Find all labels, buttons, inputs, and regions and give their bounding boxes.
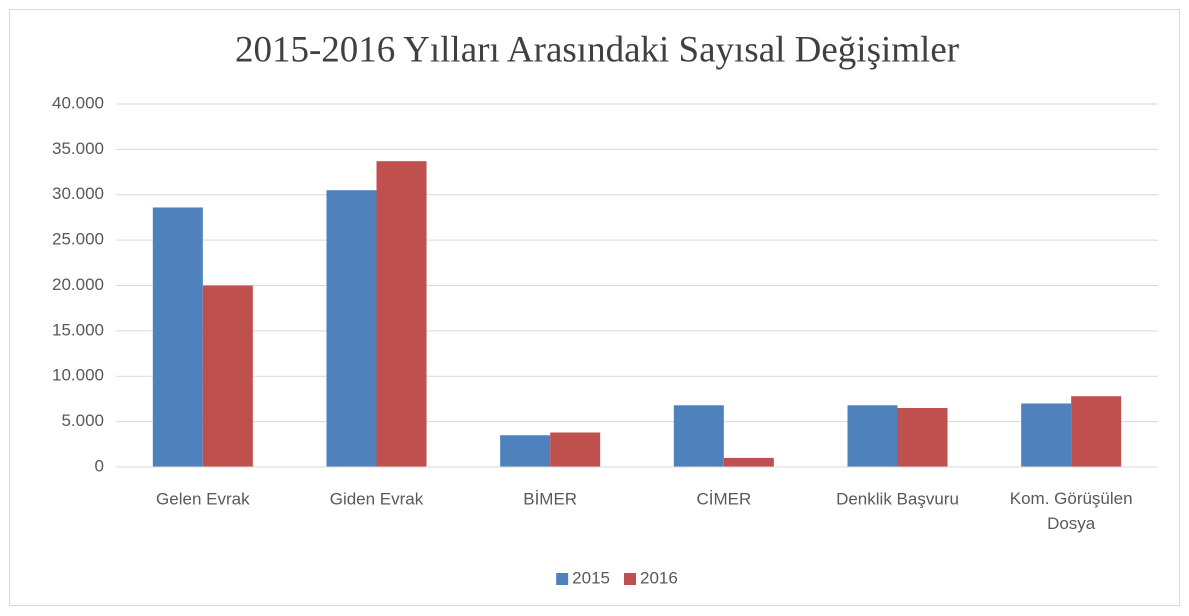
chart-title: 2015-2016 Yılları Arasındaki Sayısal Değ… [235, 29, 959, 70]
x-tick-label: Kom. Görüşülen Dosya [1010, 489, 1133, 533]
x-tick-label: Giden Evrak [330, 489, 424, 508]
y-tick-label: 35.000 [52, 139, 104, 158]
y-tick-label: 20.000 [52, 275, 104, 294]
legend-swatch [556, 573, 569, 585]
y-tick-label: 5.000 [61, 411, 104, 430]
bar [723, 457, 774, 467]
y-tick-label: 40.000 [52, 93, 104, 112]
x-tick-label: BİMER [523, 489, 577, 508]
bar [500, 435, 551, 467]
legend-label: 2015 [572, 568, 610, 587]
bar [326, 190, 377, 467]
bar [847, 405, 898, 467]
bar [1071, 396, 1122, 467]
x-tick-label: Denklik Başvuru [836, 489, 959, 508]
y-tick-label: 10.000 [52, 366, 104, 385]
bar [1021, 403, 1072, 467]
y-tick-label: 15.000 [52, 320, 104, 339]
x-tick-label: Gelen Evrak [156, 489, 250, 508]
x-tick-label-line: Dosya [1047, 514, 1096, 533]
y-tick-label: 0 [95, 456, 104, 475]
bar [897, 408, 948, 467]
legend-swatch [624, 573, 636, 585]
bar [376, 161, 427, 468]
bar [152, 207, 203, 467]
y-tick-label: 25.000 [52, 230, 104, 249]
bar [550, 432, 601, 467]
legend-label: 2016 [640, 568, 678, 587]
x-tick-label: CİMER [696, 489, 751, 508]
bar [673, 405, 724, 467]
y-tick-label: 30.000 [52, 184, 104, 203]
x-tick-label-line: Kom. Görüşülen [1010, 489, 1133, 508]
bar [202, 285, 253, 467]
